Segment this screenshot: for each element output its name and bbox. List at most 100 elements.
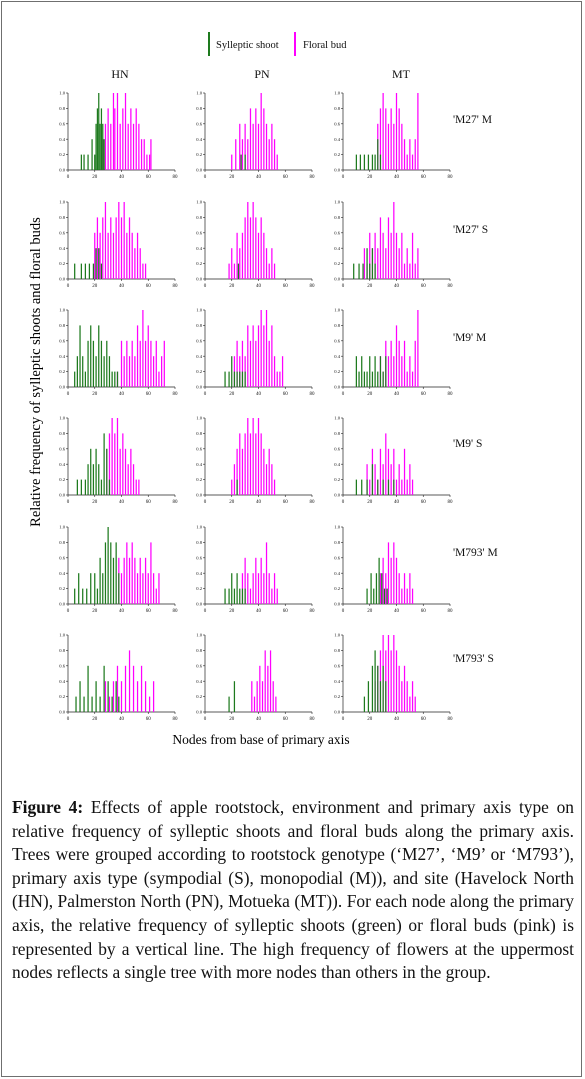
x-tick-label: 40 (256, 717, 262, 722)
y-tick-label: 0.8 (196, 323, 202, 328)
y-tick-label: 0.2 (334, 586, 340, 591)
legend-label-floral-bud: Floral bud (303, 40, 347, 51)
panel-pn-4: 0 20 40 60 80 0.0 0.2 0.4 0.6 0.8 1.0 (196, 525, 315, 614)
x-tick-label: 20 (92, 717, 98, 722)
x-tick-label: 60 (283, 609, 289, 614)
panel-mt-1: 0 20 40 60 80 0.0 0.2 0.4 0.6 0.8 1.0 (334, 200, 453, 289)
y-tick-label: 0.8 (334, 323, 340, 328)
y-tick-label: 0.6 (334, 338, 340, 343)
panel-pn-5: 0 20 40 60 80 0.0 0.2 0.4 0.6 0.8 1.0 (196, 633, 315, 722)
x-tick-label: 80 (310, 500, 316, 505)
x-tick-label: 80 (173, 609, 179, 614)
y-tick-label: 0.8 (196, 106, 202, 111)
y-tick-label: 0.4 (196, 354, 202, 359)
x-tick-label: 0 (204, 175, 207, 180)
y-tick-label: 0.2 (334, 261, 340, 266)
x-tick-label: 60 (146, 500, 152, 505)
y-tick-label: 0.8 (196, 215, 202, 220)
y-tick-label: 0.6 (334, 555, 340, 560)
x-tick-label: 20 (367, 609, 373, 614)
x-tick-label: 20 (92, 500, 98, 505)
y-tick-label: 0.2 (59, 261, 65, 266)
y-tick-label: 0.4 (59, 571, 65, 576)
x-tick-label: 0 (204, 392, 207, 397)
x-tick-label: 60 (283, 500, 289, 505)
x-tick-label: 0 (342, 284, 345, 289)
y-tick-label: 0.6 (196, 121, 202, 126)
y-tick-label: 0.2 (334, 369, 340, 374)
y-tick-label: 0.8 (59, 431, 65, 436)
x-tick-label: 0 (67, 717, 70, 722)
panel-hn-5: 0 20 40 60 80 0.0 0.2 0.4 0.6 0.8 1.0 (59, 633, 178, 722)
y-tick-label: 0.0 (196, 385, 202, 390)
y-tick-label: 0.6 (334, 230, 340, 235)
y-tick-label: 0.4 (334, 354, 340, 359)
x-tick-label: 60 (283, 392, 289, 397)
panel-hn-3: 0 20 40 60 80 0.0 0.2 0.4 0.6 0.8 1.0 (59, 416, 178, 505)
chart: Sylleptic shoot Floral bud HN PN MT 'M27' M… (28, 32, 498, 747)
y-tick-label: 0.6 (59, 446, 65, 451)
y-tick-label: 1.0 (334, 416, 340, 421)
y-tick-label: 0.0 (334, 602, 340, 607)
x-tick-label: 80 (448, 500, 454, 505)
x-tick-label: 20 (367, 392, 373, 397)
x-tick-label: 40 (256, 284, 262, 289)
x-tick-label: 80 (448, 717, 454, 722)
y-tick-label: 1.0 (334, 200, 340, 205)
y-tick-label: 0.8 (59, 106, 65, 111)
y-tick-label: 0.6 (59, 338, 65, 343)
caption-text: Effects of apple rootstock, environment … (12, 797, 575, 983)
x-tick-label: 60 (146, 717, 152, 722)
panel-hn-2: 0 20 40 60 80 0.0 0.2 0.4 0.6 0.8 1.0 (59, 308, 178, 397)
x-tick-label: 0 (204, 500, 207, 505)
x-tick-label: 20 (229, 284, 235, 289)
y-tick-label: 1.0 (59, 525, 65, 530)
y-tick-label: 0.6 (196, 338, 202, 343)
x-tick-label: 20 (92, 609, 98, 614)
row-label: 'M27' M (453, 114, 492, 126)
panel-mt-4: 0 20 40 60 80 0.0 0.2 0.4 0.6 0.8 1.0 (334, 525, 453, 614)
panel-pn-1: 0 20 40 60 80 0.0 0.2 0.4 0.6 0.8 1.0 (196, 200, 315, 289)
y-tick-label: 0.2 (196, 152, 202, 157)
y-tick-label: 0.4 (59, 137, 65, 142)
x-tick-label: 60 (283, 284, 289, 289)
x-tick-label: 0 (67, 609, 70, 614)
y-tick-label: 0.0 (59, 277, 65, 282)
y-tick-label: 0.6 (59, 555, 65, 560)
x-tick-label: 0 (204, 717, 207, 722)
row-label: 'M27' S (453, 224, 488, 236)
x-tick-label: 20 (367, 717, 373, 722)
y-tick-label: 0.0 (196, 602, 202, 607)
column-title-hn: HN (111, 67, 129, 81)
y-tick-label: 0.4 (334, 246, 340, 251)
x-tick-label: 20 (229, 392, 235, 397)
x-tick-label: 20 (229, 500, 235, 505)
y-tick-label: 0.8 (334, 648, 340, 653)
x-tick-label: 80 (448, 284, 454, 289)
x-tick-label: 20 (229, 717, 235, 722)
y-tick-label: 0.0 (59, 168, 65, 173)
row-label: 'M793' M (453, 547, 498, 559)
x-tick-label: 40 (119, 609, 125, 614)
x-tick-label: 20 (229, 175, 235, 180)
x-tick-label: 60 (421, 500, 427, 505)
y-tick-label: 0.2 (196, 694, 202, 699)
y-tick-label: 0.8 (334, 106, 340, 111)
column-title-pn: PN (254, 67, 270, 81)
y-tick-label: 0.0 (59, 710, 65, 715)
x-tick-label: 60 (421, 392, 427, 397)
x-tick-label: 80 (448, 392, 454, 397)
y-tick-label: 1.0 (334, 308, 340, 313)
y-tick-label: 0.6 (196, 446, 202, 451)
y-tick-label: 0.0 (59, 385, 65, 390)
panel-pn-0: 0 20 40 60 80 0.0 0.2 0.4 0.6 0.8 1.0 (196, 91, 315, 180)
y-tick-label: 0.4 (196, 679, 202, 684)
y-tick-label: 0.4 (59, 679, 65, 684)
panel-pn-3: 0 20 40 60 80 0.0 0.2 0.4 0.6 0.8 1.0 (196, 416, 315, 505)
y-tick-label: 0.2 (196, 477, 202, 482)
x-tick-label: 60 (421, 609, 427, 614)
y-tick-label: 0.2 (334, 694, 340, 699)
x-tick-label: 40 (256, 175, 262, 180)
legend: Sylleptic shoot Floral bud (208, 32, 347, 56)
y-tick-label: 0.0 (334, 710, 340, 715)
